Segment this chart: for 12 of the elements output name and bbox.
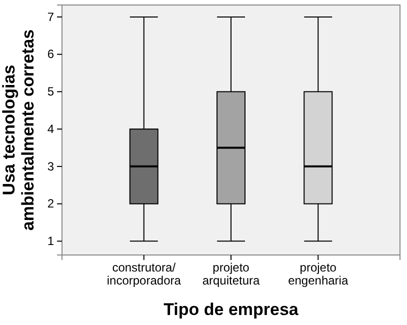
y-tick-label: 6 — [47, 47, 54, 62]
y-tick-label: 7 — [47, 10, 54, 24]
x-tick-label: projeto engenharia — [288, 260, 348, 288]
y-tick-label: 4 — [47, 122, 54, 136]
y-tick-label: 3 — [47, 159, 54, 174]
x-tick-label: construtora/ incorporadora — [106, 260, 182, 288]
y-tick-label: 1 — [47, 234, 54, 248]
y-axis-title: Usa tecnologias ambientalmente corretas — [0, 29, 38, 231]
x-axis-title: Tipo de empresa — [164, 300, 299, 319]
y-tick-label: 2 — [47, 196, 54, 211]
y-tick-label: 5 — [47, 84, 54, 99]
x-tick-label: projeto arquitetura — [202, 260, 260, 288]
